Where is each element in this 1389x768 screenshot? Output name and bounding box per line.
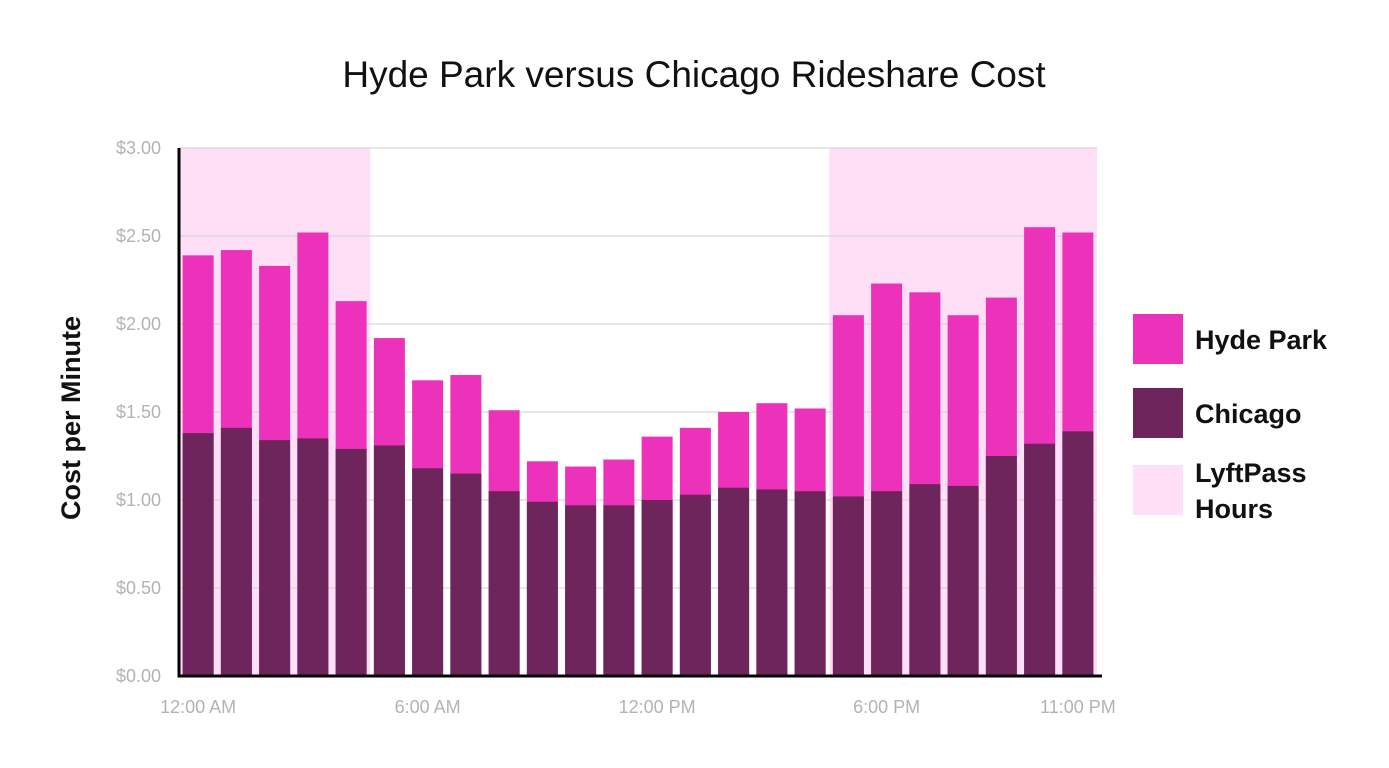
legend-swatch-1 <box>1133 388 1183 438</box>
legend-swatch-2 <box>1133 465 1183 515</box>
chart-title: Hyde Park versus Chicago Rideshare Cost <box>342 54 1046 95</box>
chicago-bar-19 <box>909 484 941 676</box>
chicago-bar-20 <box>947 485 979 676</box>
x-tick-label: 6:00 AM <box>395 697 461 717</box>
y-tick-label: $1.50 <box>116 402 161 422</box>
chicago-bar-10 <box>565 505 597 676</box>
chicago-bar-11 <box>603 505 635 676</box>
chicago-bar-13 <box>679 494 711 676</box>
chicago-bar-16 <box>794 491 826 676</box>
x-tick-labels: 12:00 AM 6:00 AM 12:00 PM 6:00 PM 11:00 PM <box>160 697 1116 717</box>
chicago-bar-6 <box>412 468 444 676</box>
legend-label-2: LyftPass Hours <box>1195 458 1307 524</box>
y-tick-label: $3.00 <box>116 138 161 158</box>
y-tick-label: $2.50 <box>116 226 161 246</box>
y-tick-label: $2.00 <box>116 314 161 334</box>
legend-label-0: Hyde Park <box>1195 325 1328 355</box>
x-tick-label: 6:00 PM <box>853 697 920 717</box>
chicago-bar-0 <box>182 433 214 676</box>
y-tick-label: $0.00 <box>116 666 161 686</box>
chicago-bar-3 <box>297 438 329 676</box>
chicago-bar-2 <box>259 440 291 676</box>
bars <box>182 227 1094 677</box>
chicago-bar-18 <box>871 491 903 676</box>
chicago-bar-4 <box>335 448 367 676</box>
chicago-bar-1 <box>220 427 252 676</box>
y-axis-label: Cost per Minute <box>56 316 86 520</box>
chicago-bar-23 <box>1062 431 1094 676</box>
gridlines <box>179 147 1097 589</box>
axes <box>177 148 1102 678</box>
x-tick-label: 12:00 AM <box>160 697 236 717</box>
chicago-bar-17 <box>832 496 864 676</box>
y-tick-labels: $0.00 $0.50 $1.00 $1.50 $2.00 $2.50 $3.00 <box>116 138 161 686</box>
chicago-bar-9 <box>526 501 558 676</box>
chicago-bar-15 <box>756 489 788 676</box>
chicago-bar-7 <box>450 473 482 676</box>
chicago-bar-22 <box>1024 443 1056 676</box>
chicago-bar-21 <box>985 456 1017 676</box>
legend: Hyde Park Chicago LyftPass Hours <box>1133 314 1328 524</box>
x-tick-label: 11:00 PM <box>1040 697 1116 717</box>
legend-swatch-0 <box>1133 314 1183 364</box>
y-tick-label: $0.50 <box>116 578 161 598</box>
x-tick-label: 12:00 PM <box>619 697 696 717</box>
chicago-bar-8 <box>488 491 520 676</box>
legend-label-1: Chicago <box>1195 399 1302 429</box>
y-tick-label: $1.00 <box>116 490 161 510</box>
chicago-bar-14 <box>718 487 750 676</box>
chicago-bar-12 <box>641 500 673 676</box>
chicago-bar-5 <box>373 445 405 676</box>
